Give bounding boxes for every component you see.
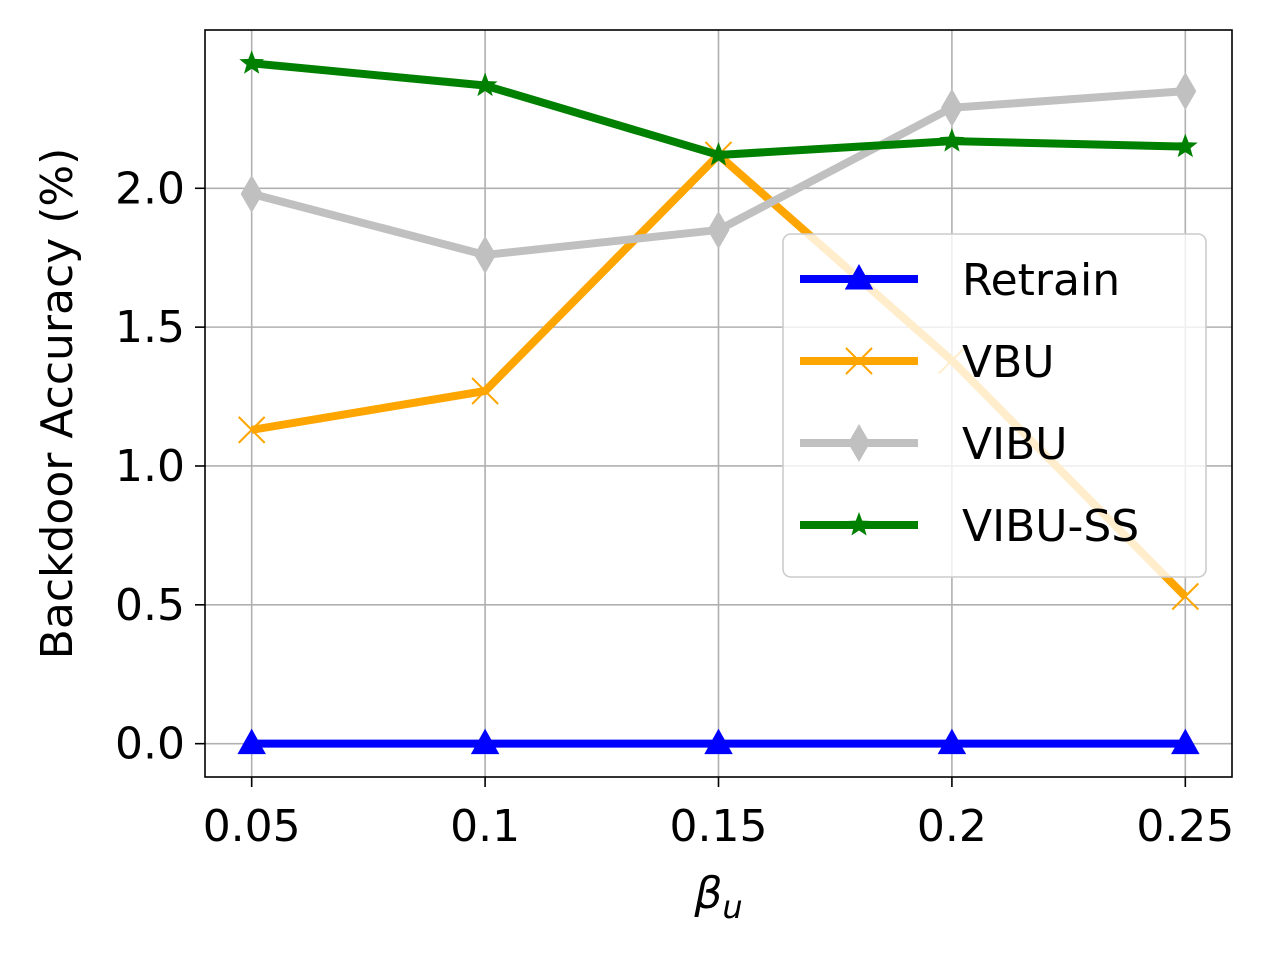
data-point <box>240 174 263 213</box>
data-point <box>472 72 498 97</box>
y-tick-label: 0.0 <box>115 719 185 770</box>
x-axis-label: βu <box>693 868 742 926</box>
legend: Retrain VBU VIBU VIBU-SS <box>782 233 1207 578</box>
y-tick-label: 2.0 <box>115 163 185 214</box>
x-axis-label-base: β <box>693 868 722 919</box>
ticks: 0.05 0.1 0.15 0.2 0.25 0.0 0.5 1.0 1.5 2.0 <box>115 163 1234 852</box>
data-point <box>1173 133 1198 158</box>
data-point <box>471 377 499 405</box>
series-vibu <box>240 72 1197 274</box>
data-point <box>237 416 266 444</box>
data-point <box>239 50 264 74</box>
series-layer <box>237 50 1200 755</box>
y-axis-label: Backdoor Accuracy (%) <box>32 148 83 660</box>
data-point <box>237 728 266 755</box>
legend-entry-retrain: Retrain <box>800 255 1120 306</box>
data-point <box>470 728 500 755</box>
legend-marker <box>848 424 870 462</box>
y-tick-label: 1.5 <box>115 302 185 353</box>
x-tick-label: 0.25 <box>1136 801 1234 852</box>
data-point <box>706 142 731 166</box>
legend-marker <box>846 512 872 536</box>
data-point <box>1174 72 1197 111</box>
legend-entry-vibu-ss: VIBU-SS <box>800 501 1139 552</box>
series-retrain <box>237 728 1200 755</box>
x-tick-label: 0.2 <box>917 801 987 852</box>
data-point <box>474 235 497 274</box>
data-point <box>939 128 965 152</box>
x-tick-label: 0.15 <box>670 801 768 852</box>
legend-label: VIBU-SS <box>962 501 1139 552</box>
data-point <box>1171 582 1200 611</box>
legend-marker <box>845 347 873 375</box>
legend-label: VIBU <box>962 419 1067 470</box>
data-point <box>704 728 733 755</box>
series-vibu-ss <box>239 50 1198 166</box>
legend-label: VBU <box>962 337 1055 388</box>
y-tick-label: 1.0 <box>115 441 185 492</box>
legend-entry-vibu: VIBU <box>800 419 1067 470</box>
data-point <box>1171 728 1200 755</box>
x-tick-label: 0.1 <box>450 801 520 852</box>
legend-entry-vbu: VBU <box>800 337 1055 388</box>
data-point <box>937 728 967 755</box>
legend-label: Retrain <box>962 255 1120 306</box>
data-point <box>707 210 730 249</box>
legend-marker <box>844 264 874 290</box>
data-point <box>940 88 963 127</box>
y-tick-label: 0.5 <box>115 580 185 631</box>
x-tick-label: 0.05 <box>203 801 301 852</box>
legend-box <box>782 233 1207 578</box>
x-axis-label-sub: u <box>722 888 742 926</box>
